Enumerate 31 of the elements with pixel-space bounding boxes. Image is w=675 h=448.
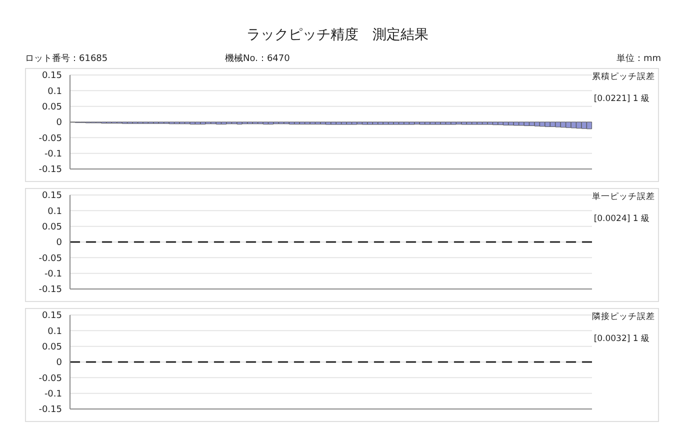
text: [0.0221] 1 級	[594, 93, 650, 105]
text: 機械No.：6470	[225, 52, 290, 65]
y-tick-label: 0	[56, 358, 62, 368]
text: ロット番号：61685	[25, 52, 108, 65]
annotation: 単一ピッチ誤差	[592, 191, 655, 203]
y-tick-label: 0.15	[42, 191, 62, 202]
annotation: 累積ピッチ誤差	[592, 71, 655, 83]
y-tick-label: 0.05	[42, 342, 62, 353]
y-tick-label: 0.05	[42, 102, 62, 113]
text: [0.0024] 1 級	[594, 213, 650, 225]
y-tick-label: 0.1	[48, 86, 62, 97]
y-tick-label: -0.05	[38, 374, 62, 384]
y-tick-label: -0.15	[38, 165, 62, 176]
y-tick-label: -0.15	[38, 405, 62, 416]
y-tick-label: -0.15	[38, 285, 62, 296]
text: 単位：mm	[616, 52, 661, 65]
y-tick-label: 0.1	[48, 326, 62, 337]
y-tick-label: -0.05	[38, 254, 62, 264]
y-tick-label: -0.1	[44, 390, 62, 400]
text: [0.0032] 1 級	[594, 333, 650, 345]
y-tick-label: 0.05	[42, 222, 62, 233]
y-tick-label: 0.1	[48, 206, 62, 217]
y-tick-label: -0.1	[44, 270, 62, 280]
y-tick-label: 0	[56, 238, 62, 248]
annotation: 隣接ピッチ誤差	[592, 311, 655, 323]
y-tick-label: -0.1	[44, 150, 62, 160]
chart-title: ラックピッチ精度 測定結果	[246, 26, 430, 45]
y-tick-label: -0.05	[38, 134, 62, 144]
y-tick-label: 0.15	[42, 311, 62, 322]
y-tick-label: 0	[56, 118, 62, 128]
y-tick-label: 0.15	[42, 71, 62, 82]
